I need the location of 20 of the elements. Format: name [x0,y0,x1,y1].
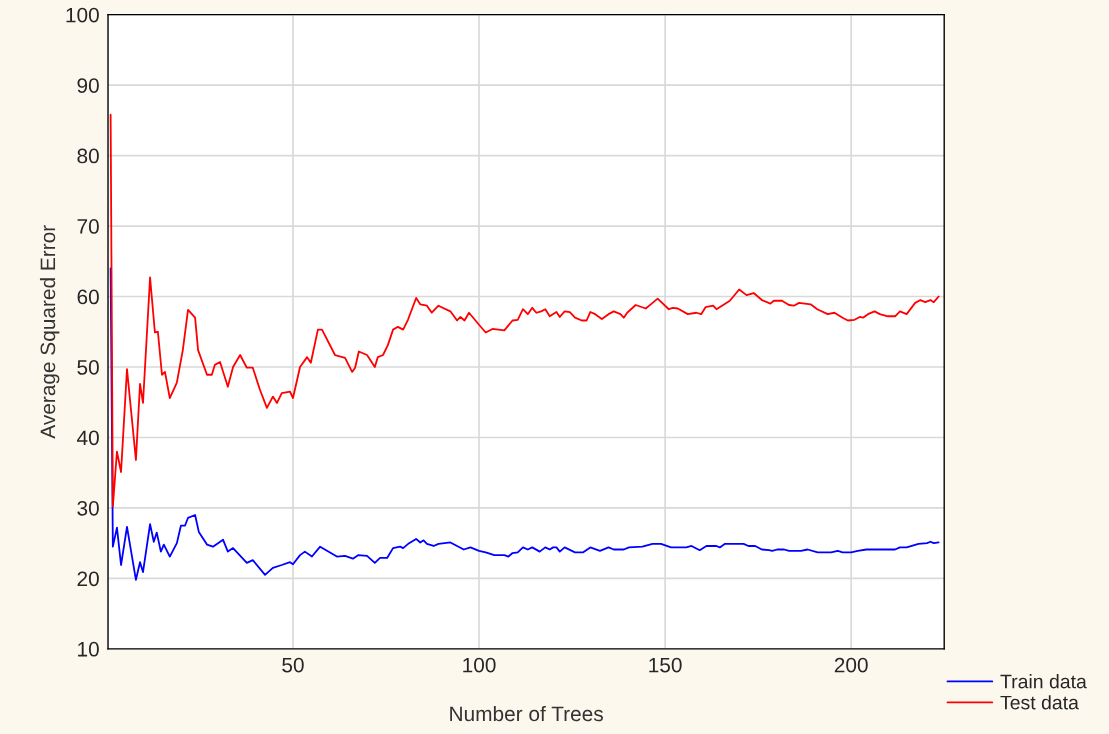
y-tick-label: 40 [76,430,99,446]
y-tick-label: 60 [77,289,99,305]
y-tick-label: 10 [78,641,99,657]
y-axis-title: Average Squared Error [39,225,60,439]
y-tick-label: 50 [77,360,99,375]
y-tick-label: 80 [77,148,99,164]
y-tick-label: 30 [77,500,99,516]
x-tick-label: 50 [282,657,304,673]
y-tick-label: 90 [77,78,99,93]
y-tick-label: 20 [77,571,99,587]
legend-label: Test data [1000,695,1079,710]
x-tick-label: 150 [649,657,682,673]
x-tick-label: 100 [463,657,496,673]
line-series [109,113,940,508]
y-tick-label: 70 [77,219,99,234]
x-axis-title: Number of Trees [450,705,603,722]
x-tick-label: 200 [834,657,868,673]
y-tick-label: 100 [66,7,99,23]
line-series [109,267,940,581]
legend-label: Train data [1000,674,1087,689]
